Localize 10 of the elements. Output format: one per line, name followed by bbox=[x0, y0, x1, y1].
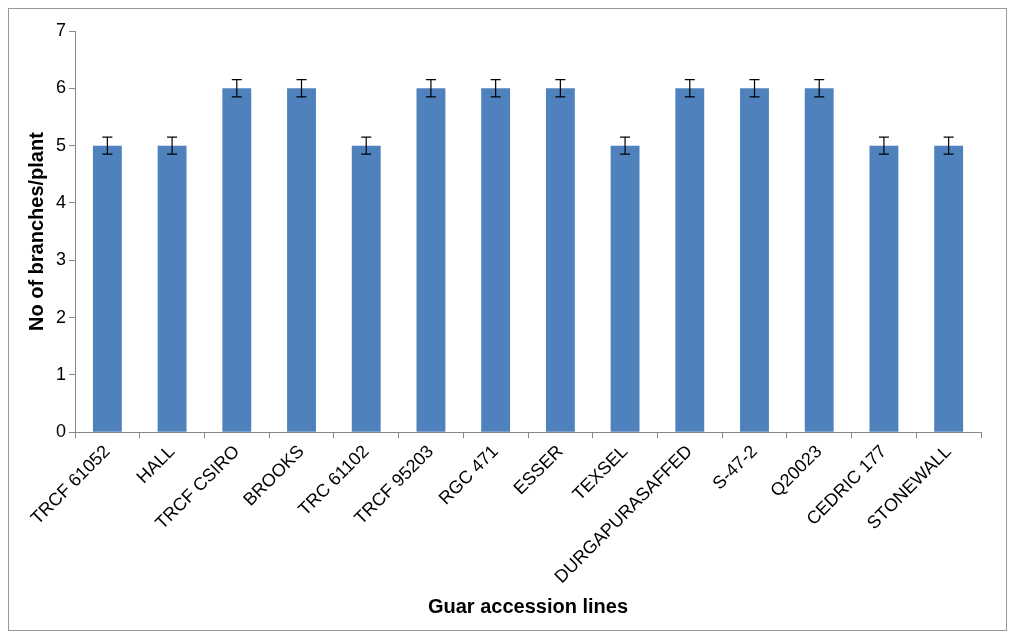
y-axis-title: No of branches/plant bbox=[24, 131, 47, 332]
y-tick-label: 6 bbox=[56, 77, 67, 98]
y-tick-label: 5 bbox=[56, 134, 67, 155]
y-tick-label: 0 bbox=[56, 421, 67, 442]
y-tick-label: 3 bbox=[56, 249, 67, 270]
y-tick-label: 4 bbox=[56, 191, 67, 212]
y-tick-label: 2 bbox=[56, 306, 67, 327]
x-axis-title: Guar accession lines bbox=[427, 594, 629, 617]
y-tick-label: 1 bbox=[56, 363, 67, 384]
y-tick-label: 7 bbox=[56, 19, 67, 40]
